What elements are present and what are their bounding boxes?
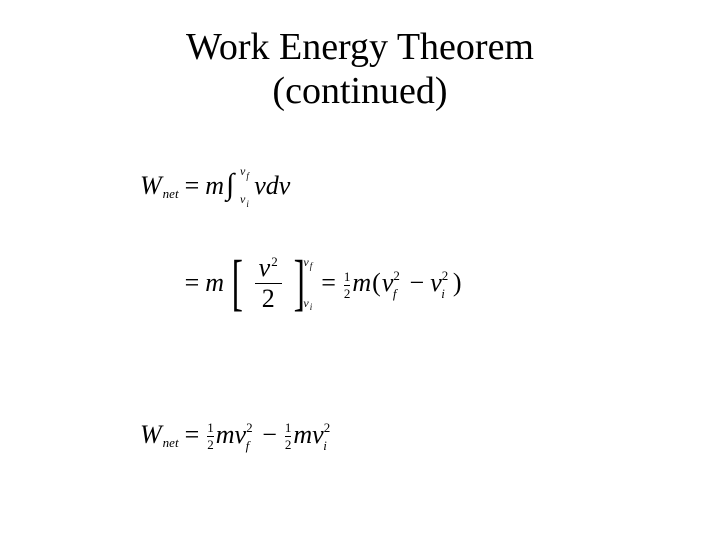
vf-squared-2: v2f xyxy=(235,420,257,450)
minus-2: − xyxy=(256,420,283,450)
vi-squared-2: v2i xyxy=(312,420,334,450)
dv-symbol: dv xyxy=(266,171,291,201)
v-symbol-1: v xyxy=(254,171,266,201)
frac-num: v2 xyxy=(255,253,282,283)
net-sub-2: net xyxy=(163,435,179,451)
vi-squared: v2i xyxy=(430,268,452,298)
eq1-row: Wnet = m ∫ vi vf vdv xyxy=(140,170,290,201)
m-symbol-5: m xyxy=(293,420,312,450)
half-3: 12 xyxy=(285,420,292,453)
m-symbol-4: m xyxy=(216,420,235,450)
integral-sign: ∫ xyxy=(226,168,234,201)
equation-3: Wnet = 12 m v2f − 12 m v2i xyxy=(140,418,334,451)
m-symbol-1: m xyxy=(205,171,224,201)
v2-over-2: v2 2 xyxy=(255,253,282,314)
equation-2: Wnet = m [ v2 2 ] vf vi = 12 m ( v2f − v… xyxy=(140,252,463,314)
m-symbol-3: m xyxy=(352,268,371,298)
rparen: ) xyxy=(452,268,463,298)
slide: Work Energy Theorem (continued) Wnet = m… xyxy=(0,0,720,540)
eq3-row: Wnet = 12 m v2f − 12 m v2i xyxy=(140,418,334,451)
eq2-row: Wnet = m [ v2 2 ] vf vi = 12 m ( v2f − v… xyxy=(140,252,463,314)
half-1: 12 xyxy=(344,269,351,302)
title-line-1: Work Energy Theorem xyxy=(186,26,534,68)
equation-1: Wnet = m ∫ vi vf vdv xyxy=(140,170,290,201)
equals-1: = xyxy=(179,171,206,201)
slide-title: Work Energy Theorem (continued) xyxy=(40,26,680,113)
left-bracket: [ xyxy=(227,252,248,314)
frac-den: 2 xyxy=(258,284,279,314)
integral-icon: ∫ vi vf xyxy=(226,170,234,201)
int-lower: vi xyxy=(240,192,249,207)
right-bracket: ] vf vi xyxy=(289,252,313,314)
w-symbol: W xyxy=(140,171,162,201)
half-2: 12 xyxy=(207,420,214,453)
vf-squared: v2f xyxy=(382,268,404,298)
equals-2: = xyxy=(179,268,206,298)
lparen: ( xyxy=(371,268,382,298)
minus-1: − xyxy=(404,268,431,298)
equals-3: = xyxy=(179,420,206,450)
w-symbol-2: W xyxy=(140,420,162,450)
title-line-2: (continued) xyxy=(272,70,447,112)
int-upper: vf xyxy=(240,164,249,179)
net-sub: net xyxy=(163,186,179,202)
m-symbol-2: m xyxy=(205,268,224,298)
equals-2b: = xyxy=(315,268,342,298)
